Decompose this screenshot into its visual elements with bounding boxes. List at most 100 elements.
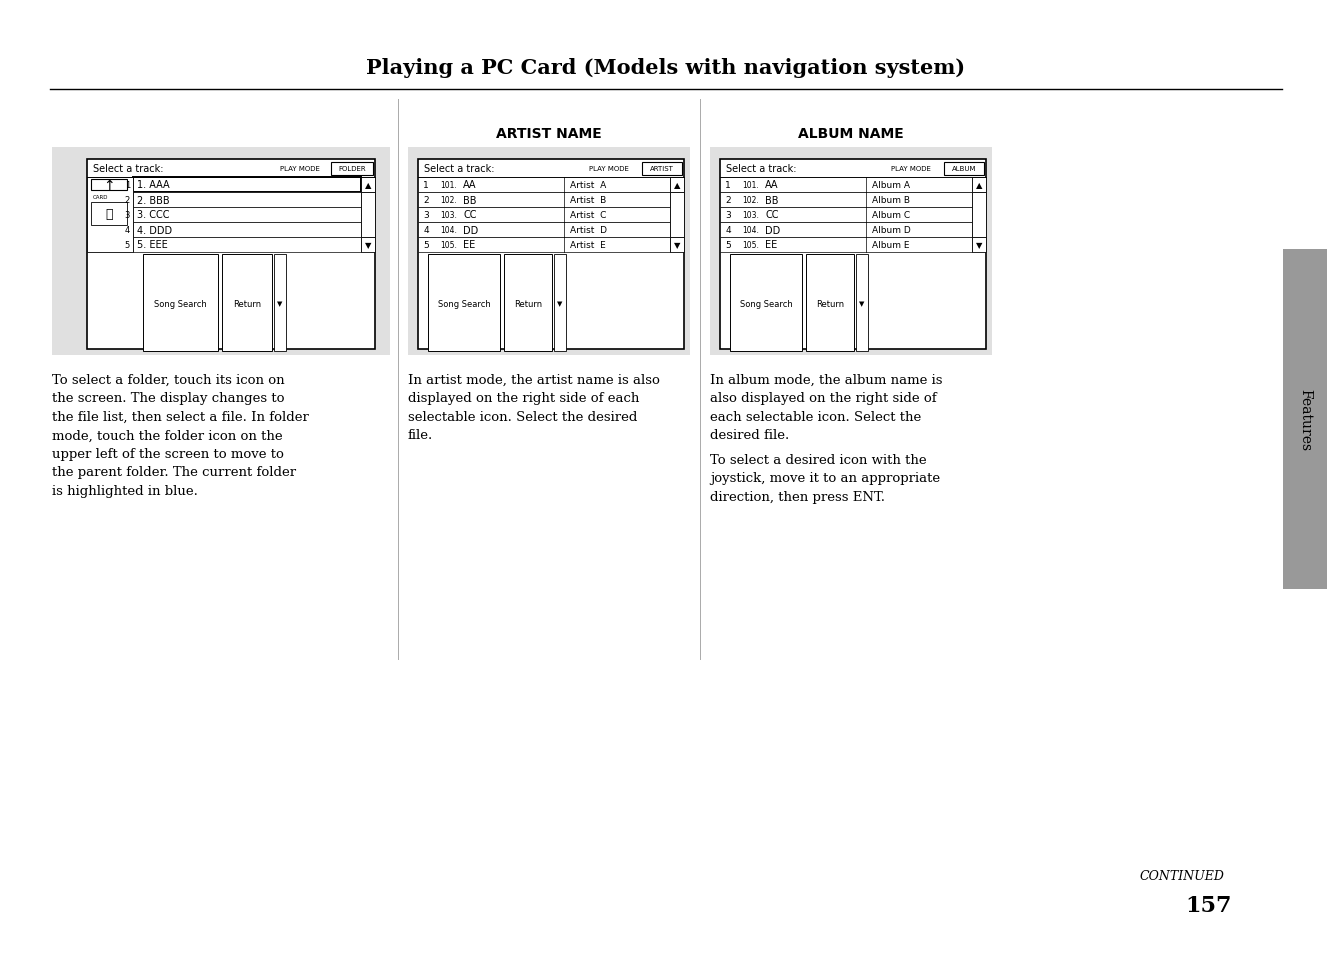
Text: ▲: ▲ [976,181,982,190]
Bar [418,193,670,208]
Text: ▼: ▼ [859,301,864,307]
Bar [143,254,218,352]
Text: ▼: ▼ [976,241,982,250]
Bar [721,160,986,350]
Bar [91,180,127,191]
Bar [721,193,972,208]
Text: ▼: ▼ [674,241,681,250]
Text: 3: 3 [725,211,731,220]
Text: Select a track:: Select a track: [424,164,494,173]
Text: 4. DDD: 4. DDD [137,225,172,235]
Text: To select a desired icon with the
joystick, move it to an appropriate
direction,: To select a desired icon with the joysti… [710,454,940,503]
Bar [806,254,854,352]
Text: AA: AA [765,180,778,191]
Text: Playing a PC Card (Models with navigation system): Playing a PC Card (Models with navigatio… [366,58,966,78]
Text: Album A: Album A [872,181,910,190]
Text: 4: 4 [125,226,131,234]
Text: Album B: Album B [872,195,910,205]
Text: Select a track:: Select a track: [726,164,797,173]
Text: 2. BBB: 2. BBB [137,195,169,205]
Bar [721,223,972,237]
Text: 101.: 101. [440,181,457,190]
Text: AA: AA [464,180,477,191]
Text: 2: 2 [725,195,731,205]
Text: 101.: 101. [742,181,759,190]
Text: 102.: 102. [742,195,759,205]
Text: Album C: Album C [872,211,910,220]
Bar [670,178,685,193]
Text: Return: Return [514,299,542,309]
Bar [133,178,361,193]
Text: PLAY MODE: PLAY MODE [891,166,931,172]
Text: Artist  E: Artist E [570,241,606,250]
Bar [330,162,373,175]
Bar [972,193,986,237]
Text: 104.: 104. [440,226,457,234]
Bar [408,148,690,355]
Text: 5. EEE: 5. EEE [137,240,168,251]
Bar [361,178,376,193]
Bar [274,254,286,352]
Text: 4: 4 [424,226,429,234]
Bar [418,160,685,350]
Text: 1: 1 [424,181,429,190]
Text: ↑: ↑ [103,178,115,193]
Text: 102.: 102. [440,195,457,205]
Text: DD: DD [464,225,478,235]
Text: 5: 5 [725,241,731,250]
Text: 4: 4 [725,226,731,234]
Text: CC: CC [765,211,778,220]
Text: Return: Return [817,299,844,309]
Text: 2: 2 [125,195,131,205]
Text: 105.: 105. [440,241,457,250]
Bar [418,178,670,193]
Text: 5: 5 [424,241,429,250]
Text: ▼: ▼ [557,301,562,307]
Text: To select a folder, touch its icon on
the screen. The display changes to
the fil: To select a folder, touch its icon on th… [52,374,309,497]
Text: 1: 1 [125,181,131,190]
Text: In album mode, the album name is
also displayed on the right side of
each select: In album mode, the album name is also di… [710,374,943,442]
Text: Song Search: Song Search [438,299,490,309]
Bar [418,237,670,253]
Text: Album D: Album D [872,226,911,234]
Text: ▼: ▼ [365,241,372,250]
Bar [670,193,685,237]
Bar [642,162,682,175]
Bar [361,237,376,253]
Text: In artist mode, the artist name is also
displayed on the right side of each
sele: In artist mode, the artist name is also … [408,374,659,442]
Text: 3: 3 [125,211,131,220]
Bar [133,237,361,253]
Text: 1: 1 [725,181,731,190]
Text: BB: BB [765,195,778,205]
Text: 1. AAA: 1. AAA [137,180,169,191]
Bar [87,178,133,253]
Text: 103.: 103. [440,211,457,220]
Bar [972,237,986,253]
Text: CARD: CARD [93,194,108,200]
Text: Artist  D: Artist D [570,226,607,234]
Text: 103.: 103. [742,211,759,220]
Text: Artist  C: Artist C [570,211,606,220]
Bar [133,208,361,223]
Text: Song Search: Song Search [739,299,793,309]
Text: 105.: 105. [742,241,759,250]
Text: ▼: ▼ [277,301,282,307]
Text: FOLDER: FOLDER [338,166,366,172]
Bar [418,208,670,223]
Text: Return: Return [233,299,261,309]
Text: 5: 5 [125,241,131,250]
Bar [721,237,972,253]
Text: DD: DD [765,225,781,235]
Bar [361,193,376,237]
Bar [972,178,986,193]
Text: ▲: ▲ [674,181,681,190]
Text: 104.: 104. [742,226,759,234]
Bar [91,203,127,225]
Text: CONTINUED: CONTINUED [1140,869,1225,882]
Bar [721,208,972,223]
Bar [1283,250,1327,589]
Text: 🗀: 🗀 [105,208,113,220]
Text: PLAY MODE: PLAY MODE [280,166,320,172]
Text: BB: BB [464,195,477,205]
Text: 2: 2 [424,195,429,205]
